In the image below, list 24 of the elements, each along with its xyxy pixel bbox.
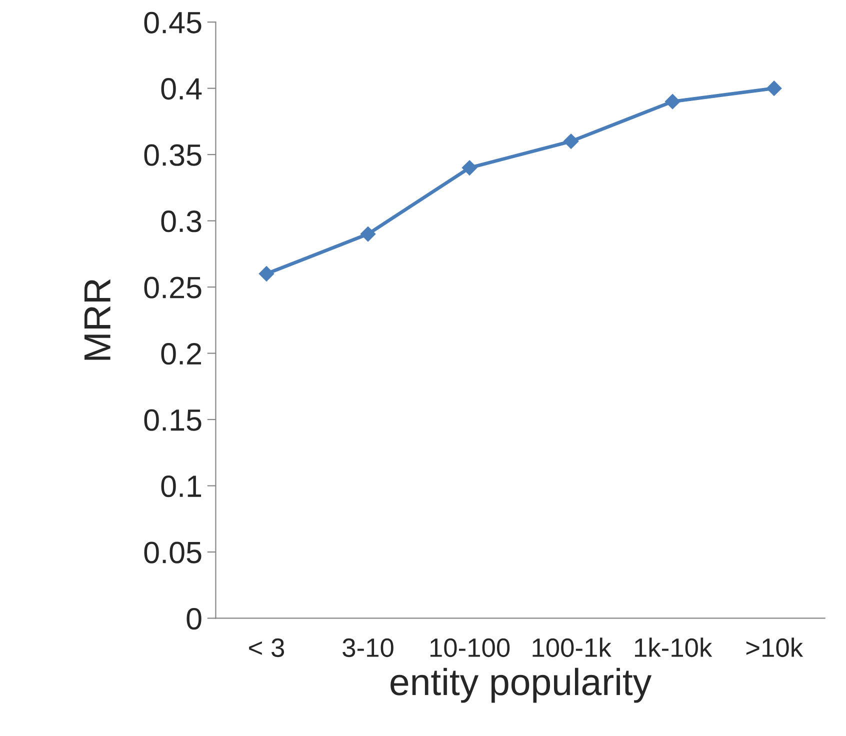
y-tick-label: 0.35	[144, 144, 202, 166]
y-tick-label: 0	[186, 608, 202, 630]
point	[563, 134, 579, 149]
y-axis-title: MRR	[84, 279, 110, 360]
x-tick-label: 3-10	[342, 638, 394, 658]
y-tick-label: 0.1	[161, 475, 202, 498]
y-tick-label: 0.45	[144, 12, 202, 34]
y-tick-label: 0.05	[144, 542, 202, 564]
point	[766, 80, 782, 96]
x-tick-label: 100-1k	[532, 638, 612, 658]
x-axis-title: entity popularity	[390, 668, 652, 703]
point	[665, 94, 680, 110]
x-tick-label: 10-100	[430, 638, 510, 658]
y-tick-label: 0.15	[144, 409, 202, 431]
y-tick-label: 0.4	[161, 78, 202, 100]
y-tick-label: 0.3	[161, 210, 202, 232]
x-tick-label: < 3	[249, 638, 284, 658]
x-tick-label: 1k-10k	[634, 638, 712, 658]
point	[258, 266, 274, 282]
x-tick-label: >10k	[746, 638, 804, 658]
point	[462, 160, 478, 176]
point	[360, 226, 376, 242]
y-tick-label: 0.25	[144, 276, 202, 298]
y-tick-label: 0.2	[161, 343, 202, 365]
